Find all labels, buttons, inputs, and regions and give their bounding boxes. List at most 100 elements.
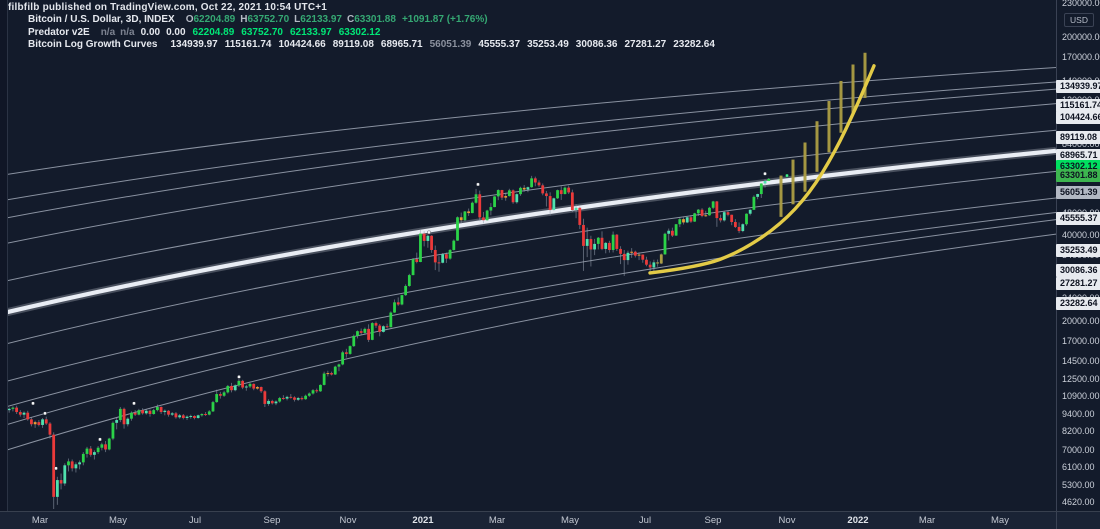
- time-label-month: Mar: [918, 515, 936, 526]
- price-tick: 40000.00: [1062, 230, 1100, 241]
- price-tick: 4620.00: [1062, 496, 1095, 507]
- price-tick: 7000.00: [1062, 445, 1095, 456]
- white-dot-marker: [427, 230, 431, 235]
- price-label-badge: 63301.88: [1056, 168, 1100, 182]
- time-label-month: May: [991, 515, 1009, 526]
- price-label-badge: 56051.39: [1056, 185, 1100, 199]
- price-tick: 9400.00: [1062, 408, 1095, 419]
- indicator-title-growth-curves: Bitcoin Log Growth Curves: [28, 39, 158, 50]
- growth-curve-value: 115161.74: [224, 39, 272, 50]
- time-label-month: Mar: [31, 515, 49, 526]
- predator-value: 62204.89: [192, 26, 235, 38]
- white-dot-marker: [54, 466, 58, 471]
- price-label-badge: 68965.71: [1056, 148, 1100, 162]
- indicator-title-predator: Predator v2E: [28, 26, 90, 38]
- price-label-badge: 89119.08: [1056, 130, 1100, 144]
- predator-value: 63302.12: [338, 26, 381, 38]
- time-label-month: Mar: [488, 515, 506, 526]
- price-tick: 14500.00: [1062, 355, 1100, 366]
- axis-corner-separator: [1056, 512, 1057, 529]
- price-tick: 230000.00: [1062, 0, 1100, 8]
- zero-value: 0.00: [140, 26, 161, 38]
- growth-curve-value: 104424.66: [278, 39, 326, 50]
- price-label-badge: 134939.97: [1056, 79, 1100, 93]
- time-label-month: Nov: [339, 515, 357, 526]
- chart-legend: Bitcoin / U.S. Dollar, 3D, INDEX O62204.8…: [28, 14, 715, 52]
- ohlc-key: O: [185, 14, 194, 25]
- na-value: n/a: [120, 26, 135, 38]
- na-value: n/a: [100, 26, 116, 38]
- price-label-badge: 104424.66: [1056, 110, 1100, 124]
- growth-curve-value: 23282.64: [673, 39, 715, 50]
- growth-curve-value: 45555.37: [478, 39, 521, 50]
- price-tick: 6100.00: [1062, 462, 1095, 473]
- price-label-badge: 27281.27: [1056, 276, 1100, 290]
- time-label-month: Sep: [263, 515, 281, 526]
- projection-path: [648, 64, 876, 275]
- price-tick: 8200.00: [1062, 425, 1095, 436]
- projection-curve: [648, 52, 876, 275]
- publish-header: filbfilb published on TradingView.com, O…: [8, 2, 328, 13]
- left-gutter: [0, 0, 8, 511]
- price-axis[interactable]: USD 230000.00200000.00170000.00140000.00…: [1056, 0, 1100, 511]
- ohlc-key: C: [346, 14, 355, 25]
- price-label-badge: 45555.37: [1056, 211, 1100, 225]
- time-label-year: 2021: [412, 515, 434, 526]
- symbol-title: Bitcoin / U.S. Dollar, 3D, INDEX: [28, 14, 175, 25]
- ohlc-value: 62133.97: [300, 14, 342, 25]
- time-axis[interactable]: Mar May Jul Sep Nov 2021 Mar May Jul Sep Nov 2022 Ma…: [0, 511, 1100, 529]
- change-value: +1091.87 (+1.76%): [401, 14, 488, 25]
- price-label-badge: 35253.49: [1056, 243, 1100, 257]
- currency-unit-button[interactable]: USD: [1064, 13, 1094, 27]
- growth-curves: [0, 67, 1056, 453]
- white-dot-marker: [763, 171, 767, 176]
- time-label-month: May: [109, 515, 127, 526]
- predator-value: 63752.70: [241, 26, 283, 38]
- signal-markers: [31, 171, 789, 471]
- time-label-month: Sep: [704, 515, 722, 526]
- growth-curve-value: 134939.97: [170, 39, 218, 50]
- green-dot-marker: [785, 173, 789, 178]
- growth-curve-value: 56051.39: [429, 39, 472, 50]
- growth-curve-value: 89119.08: [332, 39, 374, 50]
- predator-value: 62133.97: [289, 26, 332, 38]
- time-label-month: Nov: [778, 515, 796, 526]
- white-dot-marker: [98, 437, 102, 442]
- price-tick: 12500.00: [1062, 373, 1100, 384]
- time-label-month: Jul: [188, 515, 202, 526]
- white-dot-marker: [132, 401, 136, 406]
- ohlc-value: 63301.88: [354, 14, 396, 25]
- time-label-month: May: [561, 515, 579, 526]
- white-dot-marker: [476, 182, 480, 187]
- price-tick: 170000.00: [1062, 52, 1100, 63]
- candlesticks: [4, 175, 771, 510]
- price-tick: 200000.00: [1062, 31, 1100, 42]
- price-tick: 10900.00: [1062, 390, 1100, 401]
- legend-symbol-row[interactable]: Bitcoin / U.S. Dollar, 3D, INDEX O62204.8…: [28, 14, 715, 27]
- price-label-badge: 30086.36: [1056, 263, 1100, 277]
- legend-predator-row[interactable]: Predator v2E n/a n/a 0.00 0.00 62204.89 63752.…: [28, 27, 715, 40]
- ohlc-value: 63752.70: [247, 14, 290, 25]
- price-chart-canvas[interactable]: [0, 0, 1056, 511]
- growth-curve-value: 30086.36: [575, 39, 618, 50]
- price-label-badge: 23282.64: [1056, 296, 1100, 310]
- price-label-badge: 115161.74: [1056, 98, 1100, 112]
- price-tick: 5300.00: [1062, 479, 1095, 490]
- ohlc-values: O62204.89 H63752.70 L62133.97 C63301.88: [181, 14, 396, 25]
- growth-curve-value: 35253.49: [527, 39, 569, 50]
- growth-curve-value: 68965.71: [380, 39, 423, 50]
- legend-growth-curves-row[interactable]: Bitcoin Log Growth Curves 134939.97 115161…: [28, 39, 715, 52]
- price-tick: 17000.00: [1062, 335, 1100, 346]
- growth-curve-values: 134939.97 115161.74 104424.66 89119.08 68965…: [163, 39, 714, 50]
- price-tick: 20000.00: [1062, 315, 1100, 326]
- ohlc-key: L: [294, 14, 301, 25]
- price-tick: 84000.00: [1062, 138, 1100, 149]
- white-dot-marker: [31, 401, 35, 406]
- zero-value: 0.00: [166, 26, 186, 38]
- growth-curve-value: 27281.27: [624, 39, 667, 50]
- time-label-month: Jul: [638, 515, 652, 526]
- white-dot-marker: [43, 411, 47, 416]
- predator-values: n/a n/a 0.00 0.00 62204.89 63752.70 62133.97 63…: [96, 27, 381, 38]
- white-dot-marker: [237, 375, 241, 379]
